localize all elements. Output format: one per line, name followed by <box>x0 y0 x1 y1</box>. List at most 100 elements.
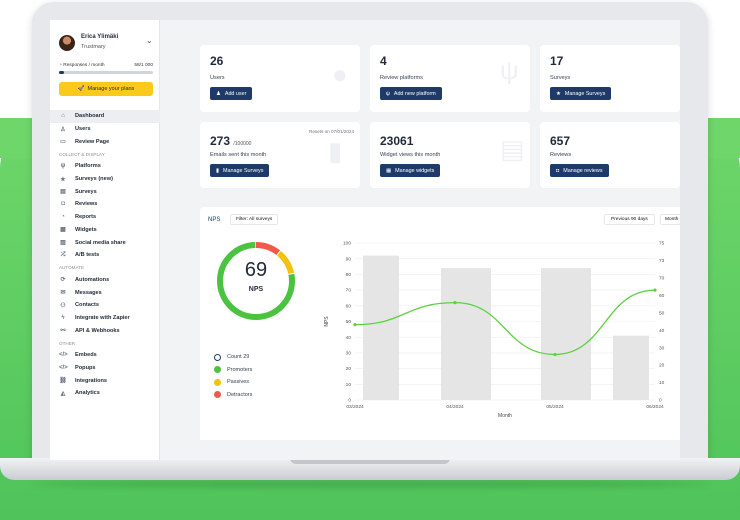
responses-bar <box>59 71 153 74</box>
responses-label: ◔ Responses / month <box>59 63 105 68</box>
sidebar-item-integrations[interactable]: ⛓ Integrations <box>50 374 160 387</box>
legend-label: Passives <box>227 379 250 386</box>
laptop-base <box>0 458 740 480</box>
emails-card: Resets on 07/01/2024 ▮ 273 /100000 Email… <box>200 122 360 188</box>
manage-surveys-button-2[interactable]: ▮ Manage Surveys <box>210 164 270 177</box>
chevron-down-icon[interactable]: ⌄ <box>146 36 153 45</box>
legend-label: Detractors <box>227 391 253 398</box>
add-platform-label: Add new platform <box>393 90 436 97</box>
surveys-count: 17 <box>550 54 564 68</box>
user-menu[interactable]: Erica Ylimäki Trustmary ⌄ <box>59 33 159 57</box>
survey-filter-dropdown[interactable]: Filter: All surveys <box>230 214 279 225</box>
platforms-count: 4 <box>380 54 387 68</box>
sidebar-item-api-webhooks[interactable]: ⚯ API & Webhooks <box>50 324 160 337</box>
webhook-icon: ⚯ <box>60 328 66 335</box>
manage-reviews-button[interactable]: ◘ Manage reviews <box>550 164 609 177</box>
responses-label-text: Responses / month <box>63 63 105 68</box>
sidebar-item-label: Reviews <box>75 201 98 208</box>
home-icon: ⌂ <box>61 113 65 120</box>
y2-tick-label: 60 <box>659 293 665 299</box>
users-card: ● 26 Users ♟ Add user <box>200 45 360 112</box>
emails-limit: /100000 <box>233 141 252 147</box>
sidebar-item-label: Automations <box>75 276 110 283</box>
sidebar-item-automations[interactable]: ⟳ Automations <box>50 274 160 287</box>
add-user-button[interactable]: ♟ Add user <box>210 87 253 100</box>
y2-tick-label: 50 <box>659 310 665 316</box>
sidebar-item-a-b-tests[interactable]: ⤮ A/B tests <box>50 249 160 262</box>
nps-score-label: NPS <box>248 286 264 293</box>
y-tick-label: 0 <box>348 398 351 404</box>
manage-plans-label: Manage your plans <box>87 86 135 92</box>
sidebar-item-label: Surveys (new) <box>75 176 113 183</box>
sidebar-item-users[interactable]: ♙ Users <box>50 123 160 136</box>
sidebar-item-reports[interactable]: ◔ Reports <box>50 211 160 224</box>
period-dropdown[interactable]: Month <box>660 214 680 225</box>
sidebar-item-label: API & Webhooks <box>75 327 120 334</box>
nps-point <box>553 352 557 357</box>
widget-views-label: Widget views this month <box>380 152 441 158</box>
date-range-dropdown[interactable]: Previous 90 days <box>604 214 655 225</box>
sidebar-item-reviews[interactable]: ◘ Reviews <box>50 198 160 211</box>
chart-pie-icon: ◔ <box>61 214 65 221</box>
sidebar-item-label: Popups <box>75 365 96 372</box>
sidebar-item-label: Messages <box>75 289 102 296</box>
sidebar-item-surveys[interactable]: ▤ Surveys <box>50 185 160 198</box>
donut-segment-detractors <box>217 242 295 320</box>
emails-label: Emails sent this month <box>210 152 267 158</box>
manage-reviews-label: Manage reviews <box>563 167 603 174</box>
y-tick-label: 90 <box>346 256 352 262</box>
sidebar-item-analytics[interactable]: ◭ Analytics <box>50 387 160 400</box>
sidebar-item-dashboard[interactable]: ⌂ Dashboard <box>50 110 160 123</box>
nps-chart: 1009080706050403020100757370605040302010… <box>324 241 665 419</box>
sidebar-item-surveys-new[interactable]: ★ Surveys (new) <box>50 173 160 186</box>
sidebar-item-label: Dashboard <box>75 113 105 120</box>
sidebar-item-label: A/B tests <box>75 252 100 259</box>
sidebar-item-label: Integrations <box>75 377 108 384</box>
y2-tick-label: 73 <box>659 258 665 264</box>
y-tick-label: 60 <box>346 303 352 309</box>
legend-dot <box>214 378 221 386</box>
plug-icon: ψ <box>500 55 519 85</box>
sidebar-item-messages[interactable]: ✉ Messages <box>50 286 160 299</box>
emails-count: 273 /100000 <box>210 134 251 148</box>
legend-dot <box>214 366 221 374</box>
bar <box>441 268 491 400</box>
manage-plans-button[interactable]: 🚀 Manage your plans <box>59 82 153 96</box>
sidebar-item-platforms[interactable]: ψ Platforms <box>50 160 160 173</box>
legend-item: Promoters <box>214 364 252 377</box>
manage-widgets-button[interactable]: ▦ Manage widgets <box>380 164 441 177</box>
sidebar-item-integrate-with-zapier[interactable]: ϟ Integrate with Zapier <box>50 312 160 325</box>
user-icon: ♟ <box>216 90 221 97</box>
sidebar-item-label: Users <box>75 126 91 133</box>
x-tick-label: 06/2024 <box>646 404 664 410</box>
sidebar-item-widgets[interactable]: ▦ Widgets <box>50 224 160 237</box>
reviews-label: Reviews <box>550 152 572 158</box>
y-tick-label: 20 <box>346 366 352 372</box>
bar <box>613 335 649 400</box>
responses-bar-fill <box>59 71 65 74</box>
add-platform-button[interactable]: ψ Add new platform <box>380 87 442 100</box>
manage-widgets-label: Manage widgets <box>395 167 435 174</box>
sidebar-item-social-media-share[interactable]: ▨ Social media share <box>50 236 160 249</box>
legend-label: Promoters <box>227 366 253 373</box>
y2-tick-label: 20 <box>659 363 665 369</box>
bar <box>541 268 591 400</box>
widget-icon: ▤ <box>500 134 525 164</box>
legend-label: Count 29 <box>227 354 250 361</box>
x-axis-label: Month <box>498 413 512 419</box>
sidebar-item-popups[interactable]: </> Popups <box>50 362 160 375</box>
sidebar-item-label: Widgets <box>75 226 97 233</box>
sidebar-item-label: Embeds <box>75 352 97 359</box>
sidebar-item-embeds[interactable]: </> Embeds <box>50 349 160 362</box>
pie-icon: ◔ <box>59 63 62 68</box>
sidebar-item-contacts[interactable]: ⚇ Contacts <box>50 299 160 312</box>
legend-item: Count 29 <box>214 351 252 364</box>
y2-tick-label: 0 <box>659 398 662 404</box>
sidebar-item-review-page[interactable]: ▭ Review Page <box>50 135 160 148</box>
nps-legend: Count 29 Promoters Passives Detractors <box>214 351 252 401</box>
y2-tick-label: 40 <box>659 328 665 334</box>
user-add-icon: ♙ <box>60 126 66 133</box>
widget-icon: ▦ <box>386 167 392 174</box>
sidebar-nav: ⌂ Dashboard ♙ Users ▭ Review Page COLLECT & DI… <box>50 110 160 400</box>
manage-surveys-button[interactable]: ★ Manage Surveys <box>550 87 612 100</box>
